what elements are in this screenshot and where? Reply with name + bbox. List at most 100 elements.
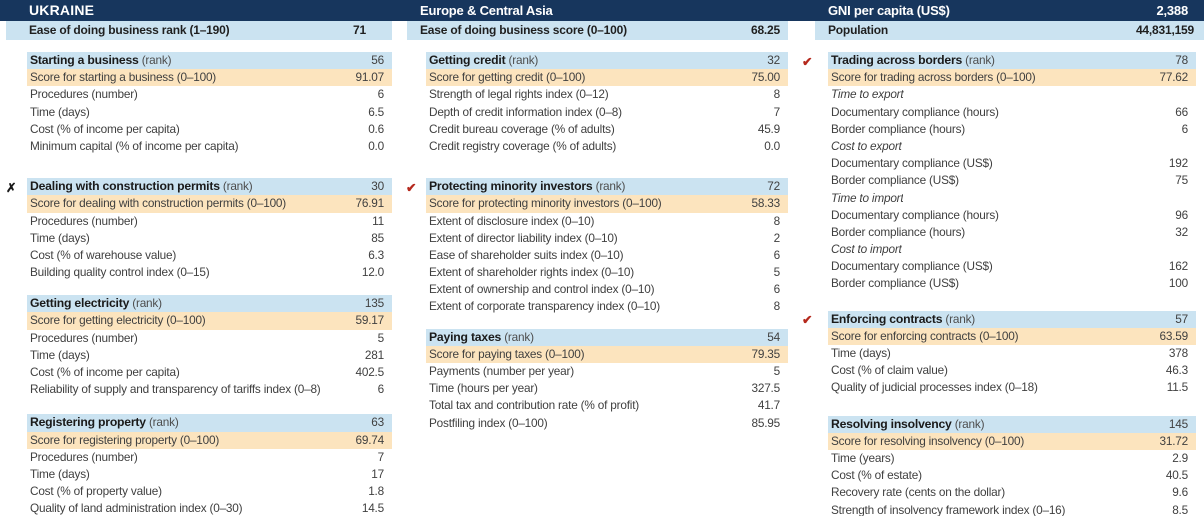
metric-label: Time to import [831, 190, 904, 205]
metric-value: 14.5 [361, 501, 384, 516]
metric-row: Minimum capital (% of income per capita)… [27, 138, 392, 155]
section-title-name: Getting electricity [30, 296, 130, 311]
metric-value: 2 [773, 230, 781, 245]
metric-row: Payments (number per year) 5 [426, 363, 788, 380]
column-right: ✔ Trading across borders (rank) 78 Score fo… [802, 40, 1196, 516]
section-title-suffix: (rank) [508, 53, 539, 67]
metric-label: Border compliance (hours) [831, 121, 965, 136]
metric-row: Postfiling index (0–100) 85.95 [426, 415, 788, 432]
metric-value: 7 [773, 104, 781, 119]
metric-value: 162 [1168, 259, 1188, 274]
ease-of-doing-business-rank-row: Ease of doing business rank (1–190) 71 [6, 21, 392, 40]
metric-label: Documentary compliance (US$) [831, 259, 993, 274]
metric-value: 17 [371, 466, 384, 481]
metric-label: Ease of shareholder suits index (0–10) [429, 247, 624, 262]
checkmark-icon: ✔ [406, 180, 417, 195]
metric-row: Strength of insolvency framework index (… [828, 502, 1196, 516]
score-row: Score for enforcing contracts (0–100) 63.… [828, 327, 1196, 345]
section-title-suffix: (rank) [504, 329, 534, 344]
section-title-suffix: (rank) [945, 311, 976, 326]
section-rank-value: 145 [1168, 416, 1188, 431]
metric-row: Time (days) 17 [27, 466, 392, 483]
score-row: Score for paying taxes (0–100) 79.35 [426, 345, 788, 363]
metric-label: Documentary compliance (US$) [831, 156, 993, 171]
metric-row: Documentary compliance (US$) 162 [828, 258, 1196, 275]
section-header-row: Dealing with construction permits (rank)… [27, 178, 392, 196]
section-rank-value: 78 [1175, 53, 1188, 67]
metric-label: Quality of judicial processes index (0–1… [831, 380, 1038, 395]
metric-row: Border compliance (hours) 6 [828, 121, 1196, 138]
metric-label: Procedures (number) [30, 87, 138, 102]
metric-value: 85 [371, 230, 384, 245]
score-value: 58.33 [751, 196, 780, 211]
metric-label: Cost (% of claim value) [831, 363, 948, 378]
metric-label: Recovery rate (cents on the dollar) [831, 485, 1005, 500]
population-label: Population [828, 23, 888, 37]
metric-value: 0.0 [368, 138, 384, 153]
metric-row: Border compliance (hours) 32 [828, 224, 1196, 241]
metric-label: Time (days) [30, 230, 90, 245]
metric-value: 281 [364, 347, 384, 362]
metric-value: 8 [773, 213, 781, 228]
metric-row: Cost (% of estate) 40.5 [828, 467, 1196, 484]
score-label: Score for enforcing contracts (0–100) [831, 328, 1019, 343]
section-rank-value: 135 [364, 296, 384, 311]
metric-label: Procedures (number) [30, 449, 138, 464]
metric-subheading-row: Cost to import [828, 241, 1196, 258]
metric-label: Strength of insolvency framework index (… [831, 502, 1066, 516]
metric-subheading-row: Time to export [828, 86, 1196, 103]
score-label: Ease of doing business score (0–100) [420, 23, 627, 37]
score-label: Score for resolving insolvency (0–100) [831, 433, 1025, 448]
section-title-name: Dealing with construction permits [30, 179, 220, 194]
section-header-row: Registering property (rank) 63 [27, 414, 392, 432]
metric-value: 85.95 [751, 415, 780, 430]
metric-row: Building quality control index (0–15) 12.… [27, 264, 392, 281]
section-title: Enforcing contracts (rank) [828, 311, 975, 328]
section-title-suffix: (rank) [954, 416, 985, 431]
section-header-row: Enforcing contracts (rank) 57 [828, 310, 1196, 328]
metric-label: Time (days) [30, 466, 90, 481]
metric-value: 1.8 [368, 484, 384, 499]
population-value: 44,831,159 [1135, 23, 1194, 37]
section-title: Getting electricity (rank) [27, 295, 162, 312]
section-title-suffix: (rank) [222, 179, 253, 194]
section-title: Getting credit (rank) [426, 52, 538, 69]
metric-value: 40.5 [1165, 468, 1188, 483]
metric-value: 6 [377, 87, 385, 102]
metric-value: 378 [1168, 346, 1188, 360]
metric-row: Time (days) 281 [27, 347, 392, 364]
score-value: 91.07 [355, 70, 384, 85]
metric-subheading-row: Time to import [828, 190, 1196, 207]
section-rank-value: 72 [767, 179, 780, 194]
metric-value: 0.0 [764, 138, 780, 153]
metric-row: Extent of shareholder rights index (0–10… [426, 264, 788, 281]
metric-label: Total tax and contribution rate (% of pr… [429, 398, 640, 413]
score-row: Score for getting electricity (0–100) 59.… [27, 312, 392, 330]
metric-row: Total tax and contribution rate (% of pr… [426, 397, 788, 414]
section-rank-value: 32 [767, 53, 780, 67]
metric-value [1188, 86, 1196, 103]
section-header-row: Getting electricity (rank) 135 [27, 295, 392, 313]
section-title: Trading across borders (rank) [828, 52, 995, 69]
top-header-bar: UKRAINE Europe & Central Asia GNI per ca… [0, 0, 1204, 21]
metric-label: Time (days) [30, 347, 90, 362]
metric-value: 45.9 [757, 121, 780, 136]
metric-row: Time (years) 2.9 [828, 450, 1196, 467]
population-row: Population 44,831,159 [815, 21, 1204, 40]
section-header-row: Trading across borders (rank) 78 [828, 52, 1196, 70]
metric-label: Documentary compliance (hours) [831, 207, 999, 222]
metric-value: 327.5 [751, 381, 780, 396]
metric-value: 5 [773, 364, 781, 378]
section-title: Dealing with construction permits (rank) [27, 178, 252, 195]
metric-value: 8.5 [1172, 502, 1188, 516]
section-rank-value: 63 [371, 415, 384, 430]
section-title-suffix: (rank) [148, 415, 179, 430]
section-title-suffix: (rank) [965, 53, 995, 67]
metric-label: Documentary compliance (hours) [831, 104, 999, 119]
metric-value: 8 [773, 299, 781, 314]
score-label: Score for protecting minority investors … [429, 196, 662, 211]
metric-row: Ease of shareholder suits index (0–10) 6 [426, 247, 788, 264]
metric-value: 5 [773, 265, 781, 280]
section-title: Resolving insolvency (rank) [828, 416, 984, 433]
x-mark-icon: ✗ [6, 180, 17, 195]
